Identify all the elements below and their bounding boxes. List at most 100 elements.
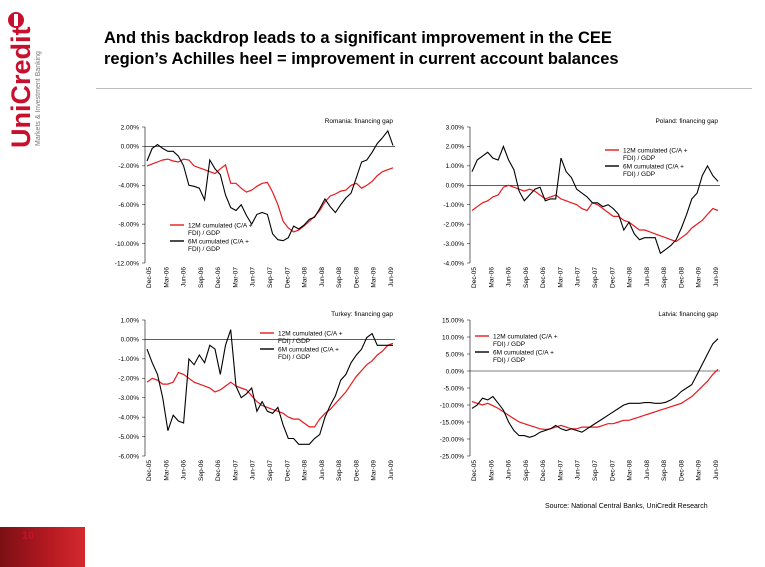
x-tick-label: Mar-06 [488,460,495,481]
x-tick-label: Dec-06 [540,460,547,481]
y-tick-label: -10.00% [440,402,464,409]
series-12m-line [146,342,394,428]
page-title: And this backdrop leads to a significant… [104,28,744,70]
x-tick-label: Sep-06 [523,267,530,288]
legend-label: FDI) / GDP [188,230,220,237]
y-tick-label: 3.00% [446,124,465,131]
x-tick-label: Dec-05 [146,267,153,288]
x-tick-label: Jun-07 [575,267,582,287]
x-tick-label: Mar-08 [627,460,634,481]
y-tick-label: -2.00% [443,221,464,228]
x-tick-label: Jun-09 [388,460,395,480]
x-tick-label: Sep-07 [267,460,274,481]
x-tick-label: Jun-06 [506,267,513,287]
sidebar-footer-band [0,527,85,567]
y-tick-label: -1.00% [443,202,464,209]
brand-sidebar: UniCredit Markets & Investment Banking 1… [0,0,85,567]
legend-label: FDI) / GDP [493,341,525,348]
x-tick-label: Sep-06 [198,460,205,481]
x-tick-label: Mar-07 [557,267,564,288]
legend-label: 6M cumulated (C/A + [493,349,554,356]
y-tick-label: -6.00% [118,202,139,209]
x-tick-label: Jun-07 [250,460,257,480]
y-tick-label: -25.00% [440,453,464,460]
source-note: Source: National Central Banks, UniCredi… [545,503,708,510]
y-tick-label: 2.00% [446,144,465,151]
x-tick-label: Sep-08 [336,267,343,288]
y-tick-label: 1.00% [446,163,465,170]
page-number: 10 [22,530,35,542]
x-tick-label: Mar-09 [371,267,378,288]
latvia-chart: Latvia: financing gap 15.00% 10.00% 5.00% 0.… [440,311,720,481]
y-tick-label: -10.00% [115,241,139,248]
title-line-1: And this backdrop leads to a significant… [104,29,612,47]
x-tick-label: Jun-08 [644,460,651,480]
x-tick-label: Jun-07 [250,267,257,287]
y-tick-label: -1.00% [118,356,139,363]
x-tick-label: Mar-06 [163,267,170,288]
turkey-chart: Turkey: financing gap 1.00% 0.00% -1.00% -2.… [118,311,395,481]
legend-label: FDI) / GDP [623,155,655,162]
x-tick-label: Mar-06 [488,267,495,288]
legend-label: 12M cumulated (C/A + [623,147,688,154]
x-tick-label: Mar-08 [627,267,634,288]
y-tick-label: -2.00% [118,163,139,170]
legend-label: FDI) / GDP [278,338,310,345]
x-tick-label: Mar-06 [163,460,170,481]
chart-title: Latvia: financing gap [658,311,718,318]
x-tick-label: Jun-09 [713,267,720,287]
y-tick-label: 0.00% [121,337,140,344]
y-tick-label: 0.00% [446,183,465,190]
logo-wordmark: UniCredit [6,26,36,148]
y-tick-label: 0.00% [121,144,140,151]
title-divider [96,88,752,89]
y-tick-label: -6.00% [118,453,139,460]
y-tick-label: 2.00% [121,124,140,131]
x-tick-label: Dec-07 [609,267,616,288]
x-tick-label: Dec-07 [609,460,616,481]
x-tick-label: Mar-08 [302,267,309,288]
x-tick-label: Sep-06 [198,267,205,288]
x-tick-label: Jun-08 [319,267,326,287]
x-tick-label: Sep-08 [336,460,343,481]
y-tick-label: -5.00% [118,434,139,441]
x-tick-label: Dec-08 [678,460,685,481]
x-tick-label: Jun-08 [644,267,651,287]
x-tick-label: Jun-06 [506,460,513,480]
y-tick-label: -4.00% [118,414,139,421]
series-12m-line [471,184,719,243]
x-tick-label: Dec-05 [471,460,478,481]
chart-title: Romania: financing gap [325,118,394,125]
x-tick-label: Jun-08 [319,460,326,480]
x-tick-label: Mar-07 [557,460,564,481]
x-tick-label: Dec-06 [540,267,547,288]
x-tick-label: Mar-07 [232,460,239,481]
y-tick-label: 1.00% [121,317,140,324]
y-tick-label: -4.00% [443,260,464,267]
x-tick-label: Jun-09 [713,460,720,480]
x-tick-label: Sep-06 [523,460,530,481]
x-tick-label: Sep-08 [661,267,668,288]
y-tick-label: -3.00% [443,241,464,248]
x-tick-label: Jun-06 [181,460,188,480]
legend-label: 12M cumulated (C/A + [188,222,253,229]
x-tick-label: Jun-09 [388,267,395,287]
x-tick-label: Dec-06 [215,267,222,288]
x-tick-label: Sep-07 [592,267,599,288]
chart-title: Poland: financing gap [655,118,718,125]
x-tick-label: Dec-08 [353,460,360,481]
legend-label: FDI) / GDP [188,246,220,253]
y-tick-label: -8.00% [118,221,139,228]
x-tick-label: Mar-07 [232,267,239,288]
poland-chart: Poland: financing gap 3.00% 2.00% 1.00% 0.00… [443,118,720,288]
x-tick-label: Mar-09 [371,460,378,481]
legend-label: 12M cumulated (C/A + [278,330,343,337]
legend-label: FDI) / GDP [278,354,310,361]
x-tick-label: Jun-06 [181,267,188,287]
y-tick-label: -5.00% [443,385,464,392]
x-tick-label: Sep-08 [661,460,668,481]
x-tick-label: Dec-05 [146,460,153,481]
y-tick-label: -15.00% [440,419,464,426]
y-tick-label: -3.00% [118,395,139,402]
x-tick-label: Dec-07 [284,267,291,288]
